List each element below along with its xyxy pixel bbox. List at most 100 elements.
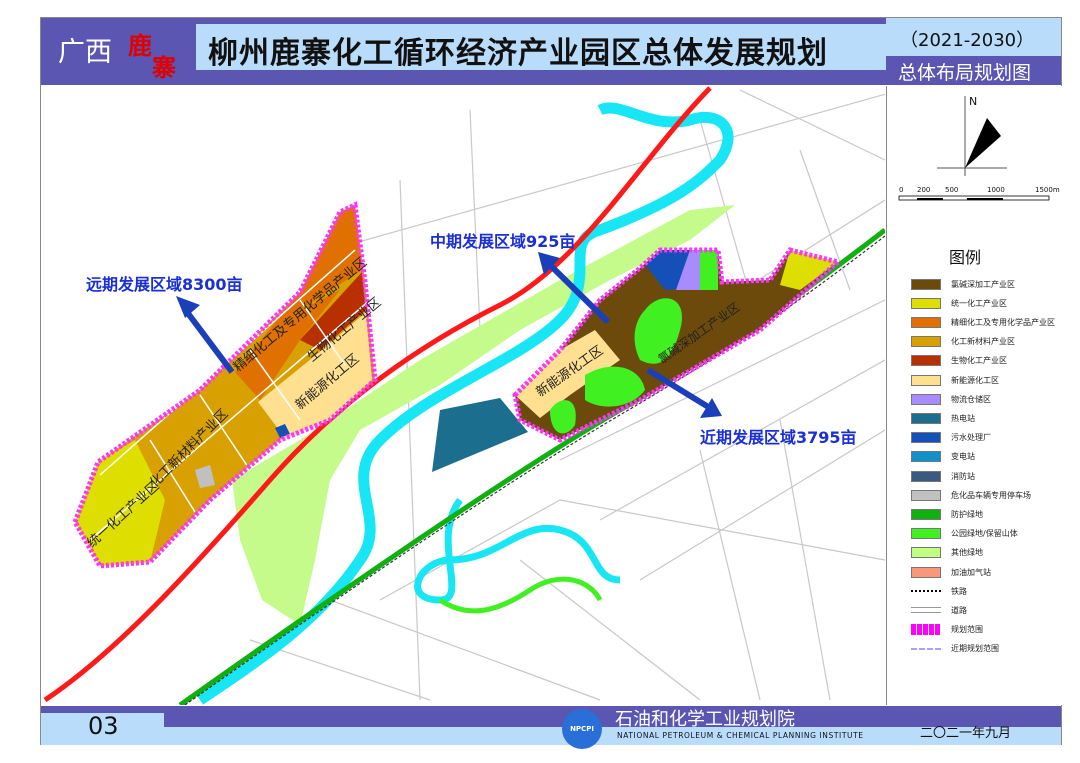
page-title: 柳州鹿寨化工循环经济产业园区总体发展规划 — [208, 36, 828, 71]
legend-label: 新能源化工区 — [951, 375, 999, 385]
legend-swatch — [911, 607, 941, 614]
org-name-en: NATIONAL PETROLEUM & CHEMICAL PLANNING I… — [617, 731, 864, 740]
legend-item: 物流仓储区 — [911, 392, 991, 406]
legend-swatch — [911, 489, 941, 501]
legend-swatch — [911, 355, 941, 367]
legend-item: 消防站 — [911, 469, 975, 483]
year-range: （2021-2030） — [900, 30, 1035, 51]
railway — [184, 235, 885, 705]
legend-label: 道路 — [951, 605, 967, 615]
arrow-near-term — [646, 367, 712, 411]
legend-item: 变电站 — [911, 450, 975, 464]
legend-item: 规划范围 — [911, 623, 983, 637]
region-label: 广西 — [58, 37, 112, 68]
legend-swatch — [911, 412, 941, 424]
legend-label: 精细化工及专用化学品产业区 — [951, 317, 1055, 327]
other-green-area — [232, 205, 735, 625]
legend-item: 热电站 — [911, 411, 975, 425]
scale-label-200: 200 — [917, 186, 930, 194]
brand-char-1: 鹿 — [128, 32, 152, 60]
legend-item: 统一化工产业区 — [911, 296, 1007, 310]
scale-label-1500: 1500m — [1035, 186, 1060, 194]
legend-label: 近期规划范围 — [951, 644, 999, 654]
compass-scale: N 0 200 500 1000 1500m — [898, 95, 1060, 201]
legend-item: 其他绿地 — [911, 546, 983, 560]
legend-label: 热电站 — [951, 413, 975, 423]
compass-arrow-icon — [965, 118, 1001, 168]
arrow-mid-term — [545, 260, 611, 325]
legend-swatch — [911, 316, 941, 328]
arrow-head-far-term — [176, 296, 200, 318]
legend-item: 生物化工产业区 — [911, 354, 1007, 368]
legend-label: 统一化工产业区 — [951, 298, 1007, 308]
planning-map: 精细化工及专用化学品产业区 生物化工产业区 新能源化工区 化工新材料产业区 统一… — [41, 86, 885, 705]
legend-swatch — [911, 547, 941, 559]
legend-item: 近期规划范围 — [911, 642, 999, 656]
legend-swatch — [911, 297, 941, 309]
legend-item: 道路 — [911, 603, 967, 617]
page-number: 03 — [88, 712, 119, 740]
legend-label: 规划范围 — [951, 625, 983, 635]
legend-item: 铁路 — [911, 584, 967, 598]
legend-label: 消防站 — [951, 471, 975, 481]
legend-item: 危化品车辆专用停车场 — [911, 488, 1031, 502]
scale-label-0: 0 — [899, 186, 903, 194]
legend-panel: N 0 200 500 1000 1500m 图例 氯碱深加工产业区 统一化工产业… — [886, 86, 1062, 705]
legend-label: 物流仓储区 — [951, 394, 991, 404]
arrow-far-term — [184, 310, 235, 374]
map-background — [41, 86, 885, 705]
legend-item: 公园绿地/保留山体 — [911, 527, 1018, 541]
scale-bar-segment — [967, 198, 1003, 200]
legend-swatch — [911, 336, 941, 348]
legend-swatch — [911, 374, 941, 386]
footer-purple-band-left — [41, 706, 165, 713]
legend-swatch — [911, 590, 941, 593]
legend-swatch — [911, 508, 941, 520]
arrow-head-near-term — [700, 398, 722, 418]
legend-swatch — [911, 470, 941, 482]
brand-char-2: 寨 — [152, 54, 176, 82]
legend-item: 加油加气站 — [911, 565, 991, 579]
legend-swatch — [911, 393, 941, 405]
npcpi-logo: NPCPI — [562, 709, 602, 749]
near-mid-term-zone — [512, 247, 844, 443]
scale-label-1000: 1000 — [987, 186, 1005, 194]
legend-swatch — [911, 566, 941, 578]
legend-label: 危化品车辆专用停车场 — [951, 490, 1031, 500]
legend-item: 精细化工及专用化学品产业区 — [911, 315, 1055, 329]
legend-item: 化工新材料产业区 — [911, 335, 1015, 349]
issue-date: 二〇二一年九月 — [920, 726, 1012, 741]
far-term-zone — [72, 201, 378, 569]
legend-label: 加油加气站 — [951, 567, 991, 577]
north-label: N — [969, 95, 977, 108]
legend-swatch — [911, 432, 941, 444]
title-box — [196, 24, 886, 70]
legend-swatch — [911, 278, 941, 290]
callout-far-term: 远期发展区域8300亩 — [86, 275, 243, 294]
legend-label: 氯碱深加工产业区 — [951, 279, 1015, 289]
legend-swatch — [911, 528, 941, 540]
legend-label: 化工新材料产业区 — [951, 337, 1015, 347]
legend-label: 其他绿地 — [951, 548, 983, 558]
legend-label: 污水处理厂 — [951, 433, 991, 443]
map-subtitle: 总体布局规划图 — [898, 62, 1032, 84]
year-box — [886, 18, 1061, 56]
callout-mid-term: 中期发展区域925亩 — [430, 232, 575, 251]
legend-title: 图例 — [949, 248, 982, 267]
legend-item: 防护绿地 — [911, 507, 983, 521]
river-branch — [414, 497, 621, 604]
legend-label: 生物化工产业区 — [951, 356, 1007, 366]
highway-route — [43, 86, 712, 703]
callout-near-term: 近期发展区域3795亩 — [700, 428, 857, 447]
arrow-head-mid-term — [538, 252, 560, 275]
legend-item: 氯碱深加工产业区 — [911, 277, 1015, 291]
legend-label: 变电站 — [951, 452, 975, 462]
legend-swatch — [911, 624, 941, 636]
legend-item: 污水处理厂 — [911, 431, 991, 445]
river — [196, 102, 734, 705]
legend-item: 新能源化工区 — [911, 373, 999, 387]
scale-label-500: 500 — [945, 186, 958, 194]
legend-label: 防护绿地 — [951, 509, 983, 519]
callout-arrows — [184, 260, 712, 411]
legend-swatch — [911, 647, 941, 650]
